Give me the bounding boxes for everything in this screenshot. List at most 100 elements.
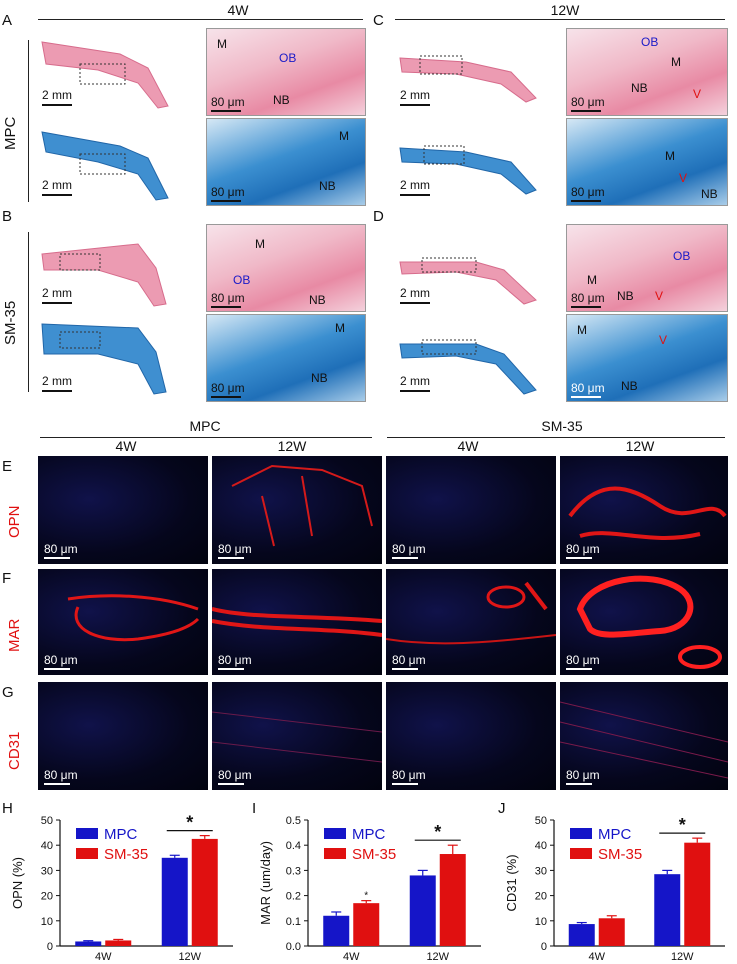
scale-bar: [42, 104, 72, 106]
scale-bar: [400, 194, 430, 196]
bar-mpc-12w: [161, 857, 188, 946]
legend-label: SM-35: [598, 846, 642, 863]
y-tick-label: 40: [41, 840, 53, 852]
y-tick-label: 10: [535, 916, 547, 928]
y-tick-label: 0.1: [286, 916, 301, 928]
scale-bar: [44, 783, 70, 785]
scale-label: 2 mm: [400, 178, 430, 192]
bar-mpc-4w: [75, 941, 102, 946]
zoom-d-he: OB M NB V 80 μm: [566, 224, 728, 312]
zoom-b-he: M OB NB 80 μm: [206, 224, 366, 312]
bar-sm-35-12w: [439, 854, 466, 946]
scale-label: 80 μm: [44, 768, 78, 782]
header-line-mpc: [40, 437, 372, 438]
zoom-c-he: OB M NB V 80 μm: [566, 28, 728, 116]
scale-bar: [571, 200, 601, 202]
opn-sm35-4w: 80 μm: [386, 456, 556, 564]
label-nb: NB: [319, 179, 336, 193]
label-m: M: [217, 37, 227, 51]
bar-sm-35-4w: [598, 918, 625, 946]
cd31-mpc-4w: 80 μm: [38, 682, 208, 790]
scale-bar: [42, 390, 72, 392]
y-tick-label: 20: [535, 891, 547, 903]
panel-letter-g: G: [2, 684, 14, 701]
overview-a-mt: 2 mm: [38, 118, 198, 204]
y-tick-label: 0.3: [286, 865, 301, 877]
bar-chart-opn: 0 10 20 30 40 50 OPN (%) 4W 12W * MPC SM-35: [10, 813, 233, 963]
bar-sm-35-12w: [191, 838, 218, 946]
scale-label: 80 μm: [44, 542, 78, 556]
stain-pattern: [212, 607, 382, 637]
panel-letter-c: C: [373, 12, 384, 29]
legend-swatch: [76, 828, 98, 839]
label-v: V: [655, 289, 664, 303]
scale-label: 80 μm: [566, 768, 600, 782]
scale-label: 80 μm: [392, 653, 426, 667]
legend-label: SM-35: [104, 846, 148, 863]
header-sm35-4w: 4W: [457, 438, 479, 454]
panel-letter-e: E: [2, 458, 13, 475]
panel-letter-j: J: [498, 800, 506, 817]
significance-star: *: [434, 822, 441, 842]
y-tick-label: 0.4: [286, 840, 301, 852]
overview-c-he: 2 mm: [396, 28, 556, 114]
scale-bar: [44, 668, 70, 670]
label-nb: NB: [309, 293, 326, 307]
legend-swatch: [570, 848, 592, 859]
scale-bar: [42, 302, 72, 304]
scale-label: 80 μm: [392, 542, 426, 556]
tissue-shape: [399, 257, 537, 305]
overview-d-mt: 2 mm: [396, 314, 556, 400]
scale-label: 80 μm: [211, 185, 245, 199]
legend-swatch: [76, 848, 98, 859]
x-tick-label: 12W: [426, 951, 449, 963]
scale-bar: [571, 110, 601, 112]
tissue-shape: [399, 145, 537, 195]
header-line-12w: [395, 19, 725, 20]
y-tick-label: 50: [535, 815, 547, 827]
tissue-shape: [41, 243, 167, 307]
label-m: M: [587, 273, 597, 287]
scale-bar: [211, 306, 241, 308]
panel-letter-a: A: [2, 12, 13, 29]
scale-bar: [211, 396, 241, 398]
stain-pattern: [212, 711, 382, 763]
cd31-mpc-12w: 80 μm: [212, 682, 382, 790]
overview-a-he: 2 mm: [38, 28, 198, 114]
scale-label: 2 mm: [42, 178, 72, 192]
mar-mpc-4w: 80 μm: [38, 569, 208, 675]
scale-bar: [218, 557, 244, 559]
x-tick-label: 4W: [343, 951, 360, 963]
scale-bar: [42, 194, 72, 196]
label-v: V: [679, 171, 688, 185]
opn-sm35-12w: 80 μm: [560, 456, 728, 564]
header-line-4w: [38, 19, 363, 20]
mar-sm35-4w: 80 μm: [386, 569, 556, 675]
y-tick-label: 40: [535, 840, 547, 852]
scale-label: 80 μm: [44, 653, 78, 667]
scale-bar: [400, 302, 430, 304]
row-label-sm35: SM-35: [2, 300, 19, 345]
label-v: V: [693, 87, 702, 101]
scale-label: 2 mm: [42, 374, 72, 388]
scale-label: 80 μm: [211, 291, 245, 305]
y-tick-label: 0.0: [286, 941, 301, 953]
y-tick-label: 0: [541, 941, 547, 953]
y-tick-label: 30: [535, 865, 547, 877]
label-v: V: [659, 333, 668, 347]
bar-mpc-4w: [568, 924, 595, 946]
legend-label: MPC: [104, 826, 138, 843]
y-axis-label: OPN (%): [10, 857, 25, 909]
significance-star: *: [364, 891, 368, 902]
opn-mpc-4w: 80 μm: [38, 456, 208, 564]
opn-mpc-12w: 80 μm: [212, 456, 382, 564]
legend-label: MPC: [598, 826, 632, 843]
label-ob: OB: [641, 35, 659, 49]
scale-bar: [566, 557, 592, 559]
label-m: M: [671, 55, 681, 69]
scale-label: 80 μm: [571, 95, 605, 109]
row-label-mar: MAR: [6, 618, 23, 652]
tissue-shape: [41, 41, 169, 109]
y-tick-label: 0.2: [286, 891, 301, 903]
overview-b-he: 2 mm: [38, 224, 198, 310]
